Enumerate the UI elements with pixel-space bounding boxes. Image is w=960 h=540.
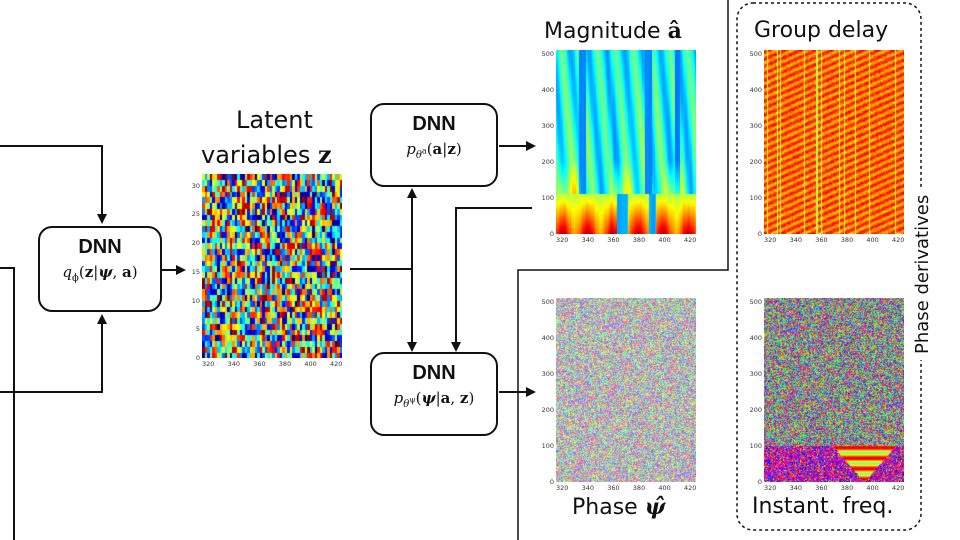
ytick-label: 200	[541, 406, 554, 415]
xtick-label: 420	[684, 236, 697, 244]
xtick-label: 340	[581, 236, 595, 244]
ytick-label: 300	[541, 122, 554, 131]
instant-freq-spectrogram: 0 100 200 300 400 500 320 340 360 380 400 420	[748, 296, 908, 496]
latent-symbol: z	[317, 140, 332, 169]
ytick-label: 0	[757, 230, 762, 238]
phase-title: Phase	[572, 495, 638, 520]
xtick-label: 340	[789, 236, 803, 244]
ytick-label: 300	[541, 370, 554, 379]
xtick-label: 400	[658, 236, 671, 244]
ytick-label: 400	[749, 334, 762, 343]
xtick-label: 360	[253, 360, 266, 368]
ytick-label: 100	[749, 194, 762, 203]
xtick-label: 420	[684, 484, 697, 492]
magnitude-dnn-box: DNN pθa(a|z)	[370, 103, 498, 187]
xtick-label: 360	[815, 484, 828, 492]
ytick-label: 200	[749, 406, 762, 415]
phase-derivatives-label: Phase derivatives	[912, 188, 933, 360]
ytick-label: 500	[541, 298, 554, 307]
xtick-label: 400	[658, 484, 671, 492]
xtick-label: 340	[789, 484, 803, 492]
xtick-label: 400	[866, 484, 879, 492]
latent-heatmap: 0 5 10 15 20 25 30 320 340 360 380 400 420	[186, 172, 346, 372]
magnitude-spectrogram-image	[556, 50, 696, 234]
xtick-label: 420	[892, 236, 905, 244]
ytick-label: 5	[195, 325, 200, 334]
magnitude-dnn-formula: pθa(a|z)	[406, 140, 462, 161]
latent-heatmap-image	[202, 174, 342, 358]
ytick-label: 500	[541, 50, 554, 59]
ytick-label: 0	[195, 354, 200, 362]
xtick-label: 400	[866, 236, 879, 244]
ytick-label: 500	[749, 298, 762, 307]
phase-spectrogram-image	[556, 298, 696, 482]
ytick-label: 300	[749, 122, 762, 131]
xtick-label: 320	[556, 484, 569, 492]
xtick-label: 420	[892, 484, 905, 492]
xtick-label: 320	[764, 484, 777, 492]
ytick-label: 20	[191, 239, 200, 247]
magnitude-title: Magnitude	[544, 19, 661, 44]
xtick-label: 380	[278, 360, 292, 368]
instant-freq-image	[764, 298, 904, 482]
output-bracket	[517, 0, 729, 540]
xtick-label: 320	[556, 236, 569, 244]
ytick-label: 400	[541, 334, 554, 343]
magnitude-dnn-label: DNN	[412, 113, 456, 135]
arrow-magnitude-to-phase-dnn	[451, 207, 532, 352]
ytick-label: 10	[191, 296, 200, 305]
magnitude-spectrogram: 0 100 200 300 400 500 320 340 360 380 400 420	[540, 48, 700, 248]
input-line-left-vertical	[0, 267, 15, 540]
ytick-label: 0	[549, 478, 554, 486]
encoder-dnn-box: DNN qϕ(z|ψ, a)	[38, 226, 162, 312]
latent-title-line2: variables	[201, 141, 311, 169]
group-delay-title: Group delay	[754, 18, 889, 43]
xtick-label: 380	[840, 236, 854, 244]
group-delay-image	[764, 50, 904, 234]
ytick-label: 15	[191, 267, 200, 276]
ytick-label: 400	[749, 86, 762, 95]
magnitude-title-group: Magnitude â	[544, 18, 682, 44]
xtick-label: 360	[607, 236, 620, 244]
phase-dnn-box: DNN pθψ(ψ|a, z)	[370, 352, 498, 436]
group-delay-spectrogram: 0 100 200 300 400 500 320 340 360 380 400 420	[748, 48, 908, 248]
xtick-label: 320	[202, 360, 215, 368]
ytick-label: 0	[549, 230, 554, 238]
phase-dnn-formula: pθψ(ψ|a, z)	[393, 389, 475, 410]
xtick-label: 320	[764, 236, 777, 244]
phase-dnn-label: DNN	[412, 362, 456, 384]
xtick-label: 360	[815, 236, 828, 244]
xtick-label: 380	[840, 484, 854, 492]
ytick-label: 500	[749, 50, 762, 59]
phase-title-group: Phase ψ̂	[572, 494, 665, 520]
ytick-label: 200	[541, 158, 554, 167]
xtick-label: 420	[330, 360, 343, 368]
latent-title-line2-group: variables z	[201, 140, 332, 169]
instant-freq-title: Instant. freq.	[752, 494, 894, 519]
ytick-label: 300	[749, 370, 762, 379]
ytick-label: 200	[749, 158, 762, 167]
ytick-label: 400	[541, 86, 554, 95]
ytick-label: 30	[191, 181, 200, 190]
xtick-label: 380	[632, 236, 646, 244]
ytick-label: 100	[541, 442, 554, 451]
phase-spectrogram: 0 100 200 300 400 500 320 340 360 380 400 420	[540, 296, 700, 496]
ytick-label: 25	[191, 210, 200, 219]
xtick-label: 340	[581, 484, 595, 492]
magnitude-symbol: â	[667, 18, 682, 44]
ytick-label: 0	[757, 478, 762, 486]
xtick-label: 380	[632, 484, 646, 492]
xtick-label: 400	[304, 360, 317, 368]
latent-title-line1: Latent	[236, 106, 313, 134]
phase-symbol: ψ̂	[644, 494, 666, 520]
ytick-label: 100	[541, 194, 554, 203]
encoder-dnn-formula: qϕ(z|ψ, a)	[62, 263, 138, 284]
xtick-label: 360	[607, 484, 620, 492]
ytick-label: 100	[749, 442, 762, 451]
input-line-bottom	[0, 314, 107, 393]
xtick-label: 340	[227, 360, 241, 368]
encoder-dnn-label: DNN	[78, 236, 122, 258]
input-line-top	[0, 145, 107, 224]
